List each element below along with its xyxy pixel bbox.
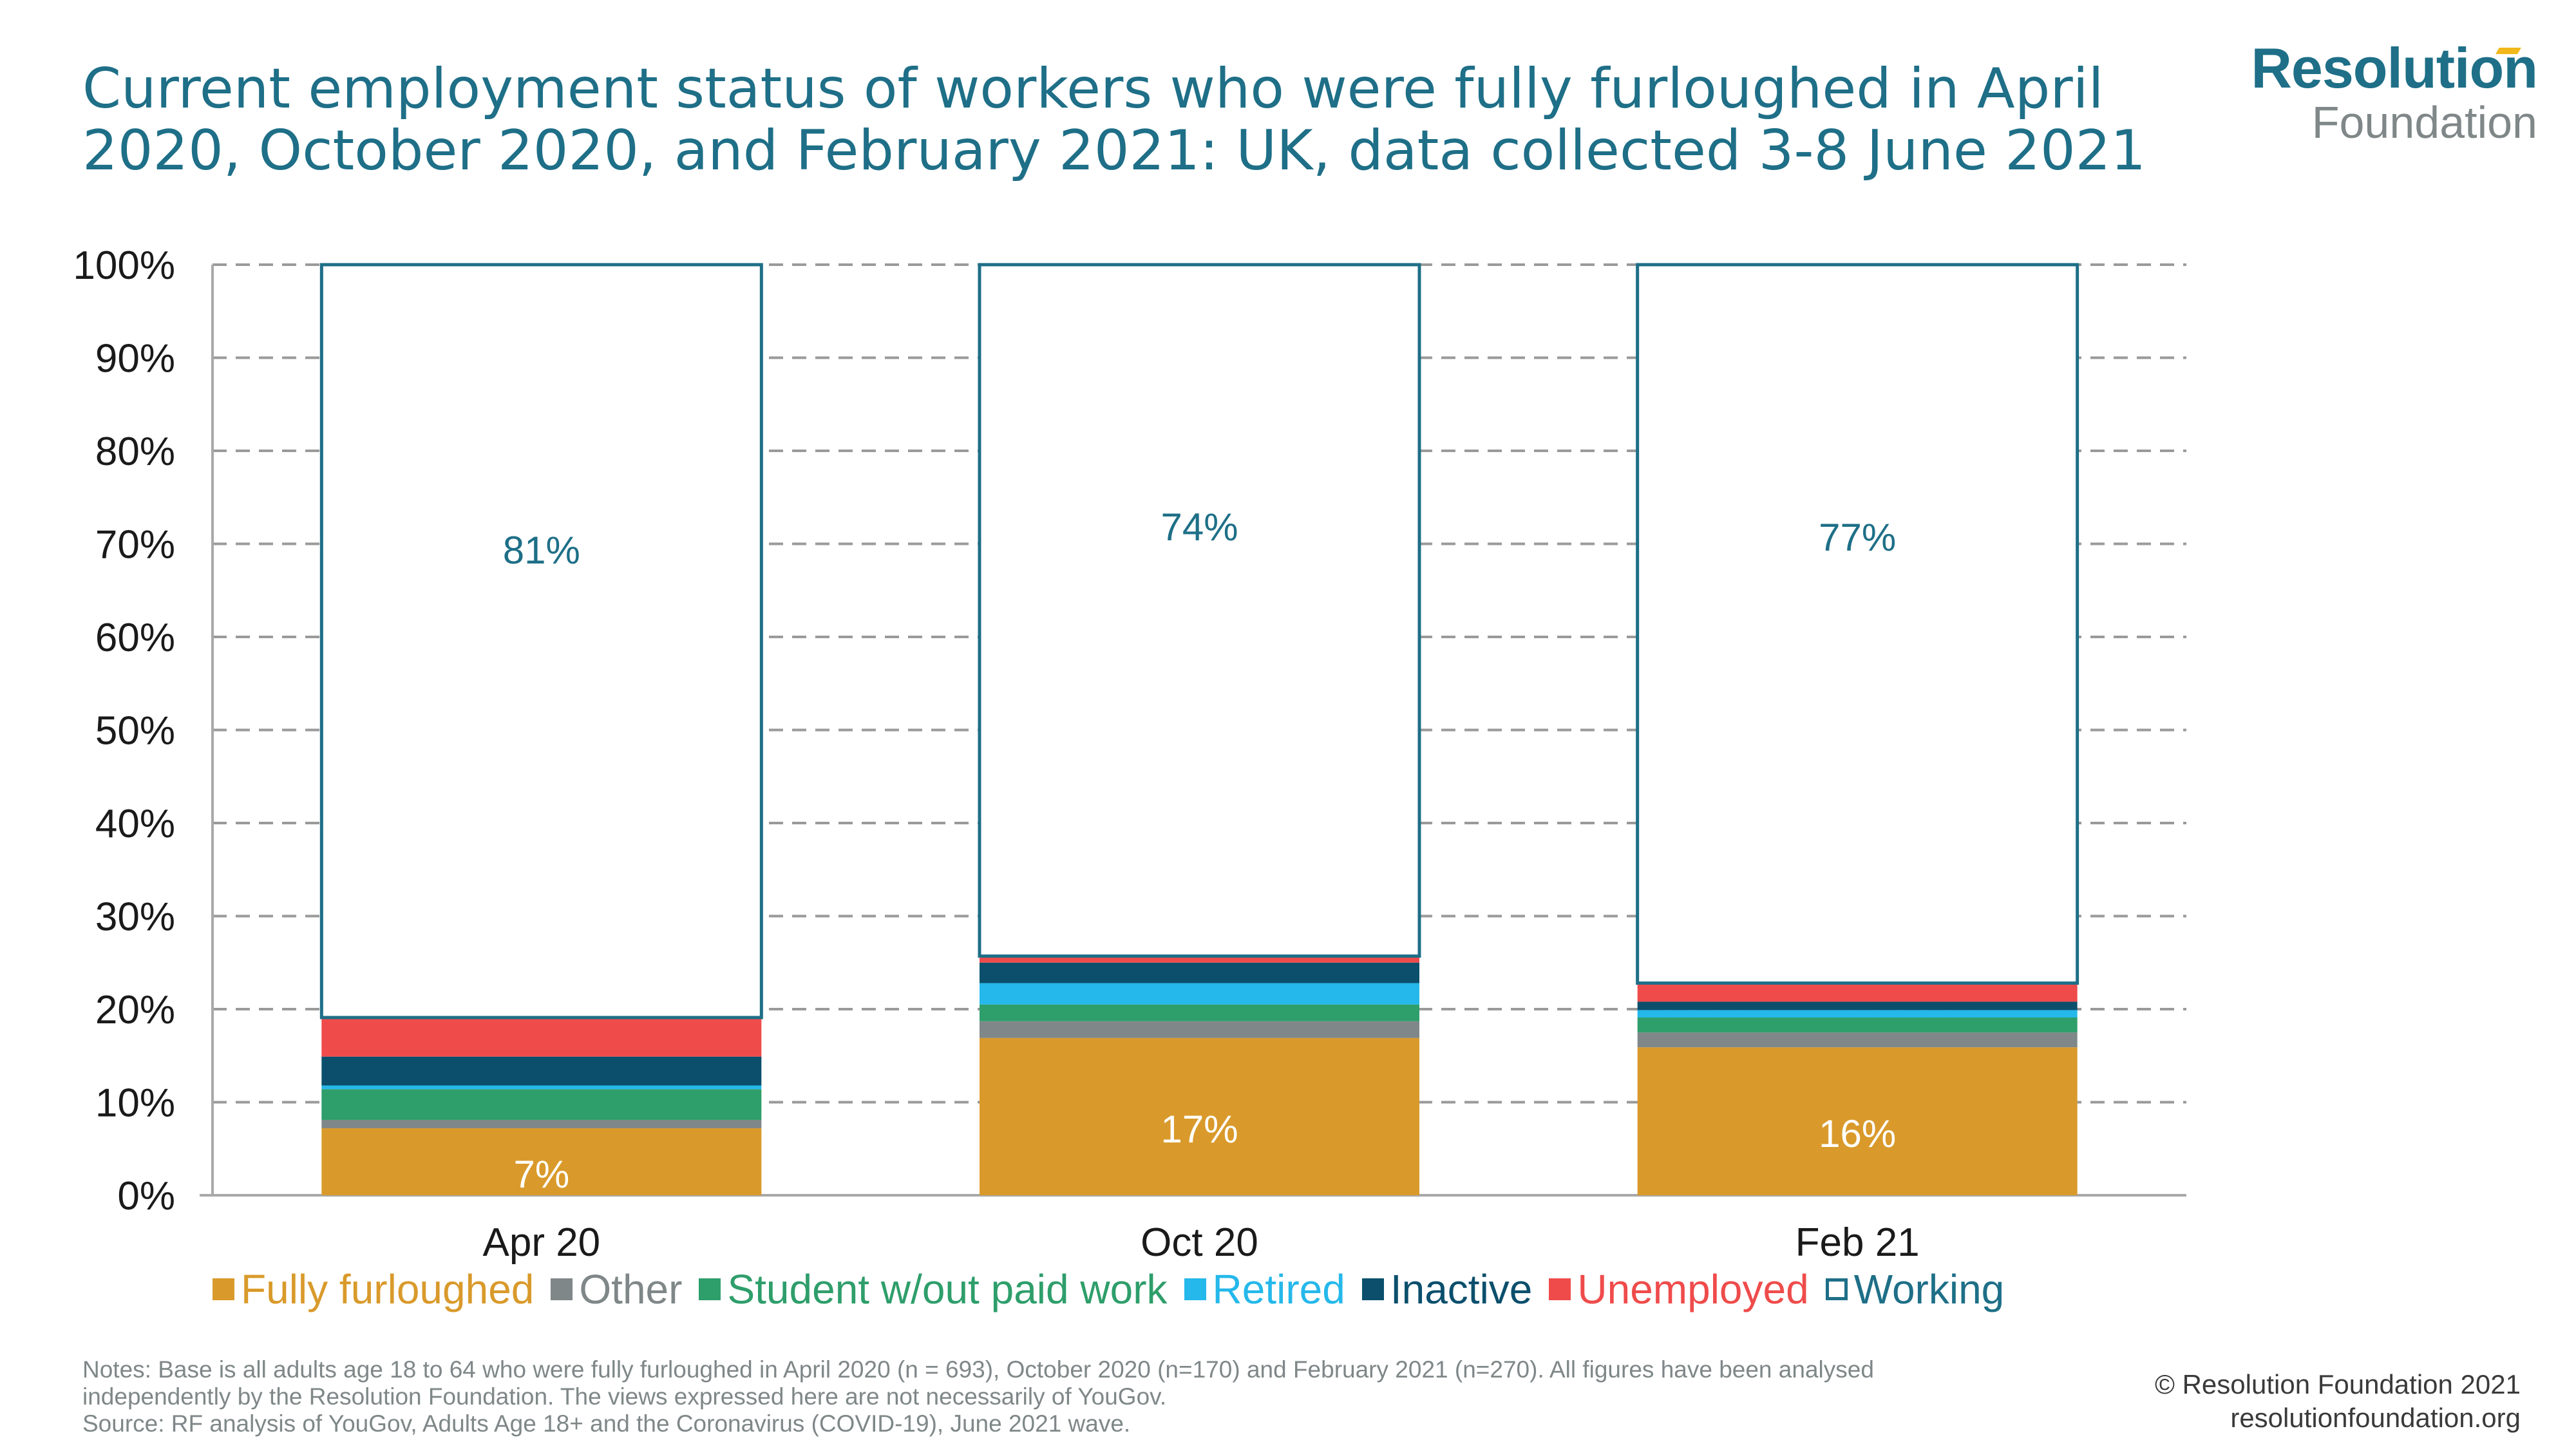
website-link[interactable]: resolutionfoundation.org (2230, 1403, 2521, 1433)
y-tick-label: 70% (95, 523, 175, 567)
legend-item: Student w/out paid work (699, 1264, 1168, 1315)
legend-label: Student w/out paid work (727, 1266, 1168, 1312)
logo-wordmark-top: Resolution (2251, 36, 2538, 100)
bar-segment-unemployed (980, 956, 1419, 963)
y-tick-label: 0% (117, 1174, 175, 1218)
y-tick-label: 20% (95, 988, 175, 1032)
legend-label: Inactive (1390, 1266, 1533, 1312)
bar-segment-fully-furloughed (321, 1128, 762, 1195)
chart-title: Current employment status of workers who… (82, 57, 2146, 183)
copyright-text: © Resolution Foundation 2021 (2154, 1369, 2521, 1399)
x-axis-ticks: Apr 20 Oct 20 Feb 21 (482, 1220, 1919, 1265)
legend-label: Other (579, 1266, 683, 1312)
legend-swatch (1549, 1278, 1571, 1300)
legend-label: Working (1853, 1266, 2005, 1312)
bar-segment-retired (980, 983, 1419, 1005)
bar-segment-retired (1637, 1010, 2078, 1018)
bar-segment-working (319, 263, 763, 1019)
bar-segment-student-w-out-paid-work (980, 1004, 1419, 1021)
x-tick-label: Apr 20 (482, 1220, 600, 1265)
bar-segment-working (978, 263, 1421, 958)
bar-segment-inactive (980, 962, 1419, 983)
legend-swatch (551, 1278, 573, 1300)
notes-line-1: Notes: Base is all adults age 18 to 64 w… (82, 1356, 1874, 1383)
bar-segment-fully-furloughed (980, 1037, 1419, 1195)
legend-label: Retired (1212, 1266, 1345, 1312)
bar-segment-other (980, 1021, 1419, 1038)
footer-credit: © Resolution Foundation 2021 resolutionf… (2155, 1368, 2521, 1435)
bar-segment-inactive (1637, 1001, 2078, 1010)
y-tick-label: 80% (95, 430, 175, 474)
bars (319, 263, 2079, 1195)
legend-item: Inactive (1361, 1264, 1533, 1315)
bar-segment-student-w-out-paid-work (1637, 1018, 2078, 1033)
bar-segment-inactive (321, 1056, 762, 1086)
notes: Notes: Base is all adults age 18 to 64 w… (82, 1356, 2143, 1437)
legend-swatch (1184, 1278, 1206, 1300)
bar-segment-other (1637, 1032, 2078, 1048)
x-tick-label: Oct 20 (1141, 1220, 1258, 1265)
y-tick-label: 90% (95, 337, 175, 381)
resolution-foundation-logo: Resolution Foundation (2251, 36, 2538, 147)
legend-item: Other (551, 1264, 682, 1315)
legend-swatch (699, 1278, 721, 1300)
logo-wordmark-bottom: Foundation (2311, 97, 2537, 147)
data-label: 74% (1160, 506, 1238, 549)
legend-swatch (1361, 1278, 1384, 1300)
legend: Fully furloughed Other Student w/out paid … (213, 1264, 2145, 1315)
legend-label: Fully furloughed (241, 1266, 535, 1312)
bar-data-labels: 7% 81% 17% 74% 16% 77% (503, 506, 1896, 1196)
bar-segment-other (321, 1119, 762, 1128)
bar-segment-fully-furloughed (1637, 1047, 2078, 1195)
y-tick-label: 60% (95, 616, 175, 660)
bar-segment-working (1636, 263, 2079, 985)
y-tick-label: 100% (73, 243, 175, 288)
data-label: 81% (503, 529, 580, 572)
bar-segment-unemployed (321, 1018, 762, 1057)
y-tick-label: 10% (95, 1081, 175, 1126)
legend-swatch (1825, 1278, 1848, 1300)
legend-item: Fully furloughed (213, 1264, 534, 1315)
y-tick-label: 40% (95, 802, 175, 846)
notes-source-line: Source: RF analysis of YouGov, Adults Ag… (82, 1410, 1131, 1437)
y-axis-ticks: 0% 10% 20% 30% 40% 50% 60% 70% 80% 90% 100% (73, 243, 175, 1218)
x-tick-label: Feb 21 (1795, 1220, 1920, 1265)
data-label: 16% (1819, 1112, 1896, 1155)
y-tick-label: 50% (95, 709, 175, 753)
data-label: 7% (513, 1153, 569, 1196)
y-tick-label: 30% (95, 895, 175, 940)
legend-swatch (213, 1278, 234, 1300)
bar-segment-unemployed (1637, 983, 2078, 1002)
notes-line-2: independently by the Resolution Foundati… (82, 1383, 1167, 1410)
legend-item: Working (1825, 1264, 2005, 1315)
bar-segment-retired (321, 1085, 762, 1090)
bar-segment-student-w-out-paid-work (321, 1089, 762, 1120)
legend-label: Unemployed (1577, 1266, 1809, 1312)
data-label: 17% (1160, 1108, 1238, 1151)
data-label: 77% (1819, 516, 1896, 559)
legend-item: Unemployed (1549, 1264, 1809, 1315)
legend-item: Retired (1184, 1264, 1345, 1315)
